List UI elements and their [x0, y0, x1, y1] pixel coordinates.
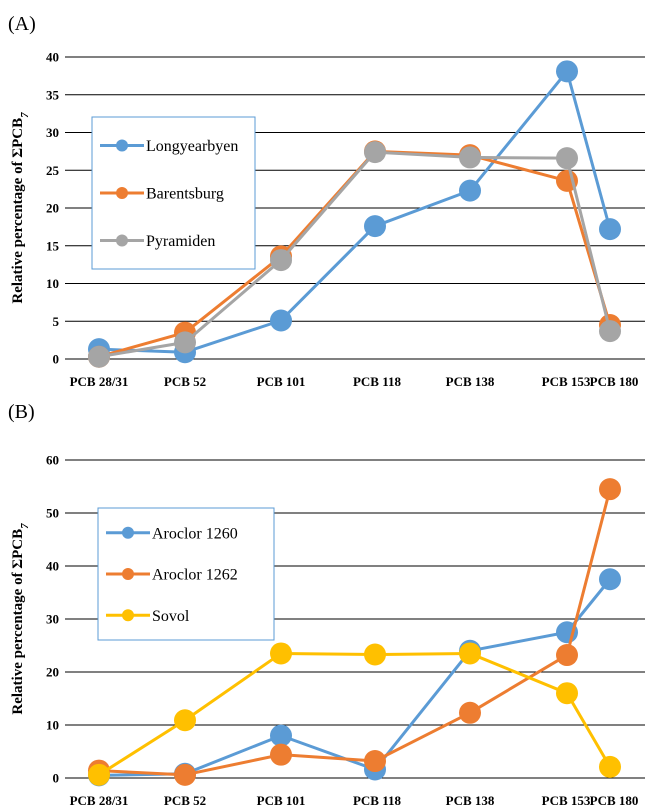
y-tick-label: 40: [46, 559, 59, 574]
x-tick-label: PCB 28/31: [70, 374, 129, 389]
data-point: [174, 331, 196, 354]
data-point: [364, 215, 386, 238]
panel-label: (B): [8, 401, 35, 423]
data-point: [599, 320, 621, 343]
x-tick-label: PCB 180: [590, 374, 639, 389]
data-point: [459, 701, 481, 724]
y-tick-label: 30: [46, 125, 59, 140]
y-tick-label: 60: [46, 453, 59, 468]
x-tick-label: PCB 153: [542, 793, 591, 807]
legend-swatch-marker: [122, 526, 134, 539]
y-tick-label: 35: [46, 87, 60, 102]
y-tick-label: 0: [53, 352, 60, 367]
x-tick-label: PCB 153: [542, 374, 591, 389]
data-point: [88, 345, 110, 368]
y-tick-label: 0: [53, 771, 60, 786]
data-point: [599, 218, 621, 241]
data-point: [270, 724, 292, 747]
y-tick-label: 50: [46, 506, 59, 521]
legend-swatch-marker: [116, 234, 128, 247]
y-tick-label: 20: [46, 665, 59, 680]
y-tick-label: 10: [46, 276, 59, 291]
data-point: [599, 478, 621, 501]
y-tick-label: 25: [46, 163, 60, 178]
legend-label: Pyramiden: [146, 233, 215, 250]
y-tick-label: 20: [46, 201, 59, 216]
data-point: [174, 763, 196, 786]
legend-label: Aroclor 1262: [152, 567, 238, 584]
chart-panel-b: (B) 0 10 20 30 40 50 60 PCB 28/31 PCB 52 PCB 101 PC…: [8, 401, 645, 808]
data-point: [270, 309, 292, 332]
legend-label: Aroclor 1260: [152, 525, 238, 542]
legend-swatch-marker: [122, 568, 134, 580]
legend: Longyearbyen Barentsburg Pyramiden: [91, 116, 256, 270]
y-tick-label: 15: [46, 238, 60, 253]
data-point: [270, 249, 292, 272]
data-point: [270, 743, 292, 766]
data-point: [599, 755, 621, 778]
y-tick-label: 5: [53, 314, 60, 329]
data-point: [556, 147, 578, 170]
y-tick-label: 40: [46, 50, 59, 65]
data-point: [459, 179, 481, 202]
series-sovol: [88, 642, 621, 786]
y-tick-label: 30: [46, 612, 59, 627]
legend-label: Barentsburg: [146, 186, 224, 203]
series-pyramiden: [88, 141, 621, 368]
x-tick-label: PCB 28/31: [70, 793, 129, 807]
legend: Aroclor 1260 Aroclor 1262 Sovol: [97, 507, 275, 641]
data-point: [174, 709, 196, 732]
x-tick-label: PCB 52: [164, 793, 206, 807]
x-tick-label: PCB 118: [353, 374, 402, 389]
x-tick-label: PCB 138: [446, 793, 495, 807]
y-axis-label: Relative percentage of ΣPCB7: [10, 112, 31, 304]
panel-label: (A): [8, 13, 36, 35]
x-tick-label: PCB 52: [164, 374, 206, 389]
y-axis-label: Relative percentage of ΣPCB7: [10, 523, 31, 715]
data-point: [556, 682, 578, 705]
legend-swatch-marker: [116, 187, 128, 199]
x-tick-label: PCB 180: [590, 793, 639, 807]
data-point: [88, 763, 110, 786]
y-axis-label-subscript: 7: [19, 112, 31, 118]
data-point: [556, 60, 578, 83]
x-tick-label: PCB 101: [257, 793, 306, 807]
data-point: [599, 568, 621, 591]
legend-swatch-marker: [122, 609, 134, 622]
y-axis-label-subscript: 7: [19, 523, 31, 529]
legend-swatch-marker: [116, 139, 128, 152]
data-point: [270, 642, 292, 665]
data-point: [459, 642, 481, 665]
x-tick-label: PCB 138: [446, 374, 495, 389]
data-point: [364, 643, 386, 666]
chart-panel-a: (A) 0 5 10 15 20 25 30 35 40 PCB 28/31 PCB 52 PCB 10…: [8, 13, 645, 389]
data-point: [364, 141, 386, 164]
y-tick-label: 10: [46, 718, 59, 733]
data-point: [556, 644, 578, 667]
x-tick-label: PCB 101: [257, 374, 306, 389]
x-tick-label: PCB 118: [353, 793, 402, 807]
data-point: [364, 750, 386, 773]
legend-label: Longyearbyen: [146, 138, 238, 155]
series-aroclor-1262: [88, 478, 621, 786]
legend-label: Sovol: [152, 608, 190, 625]
data-point: [459, 146, 481, 169]
